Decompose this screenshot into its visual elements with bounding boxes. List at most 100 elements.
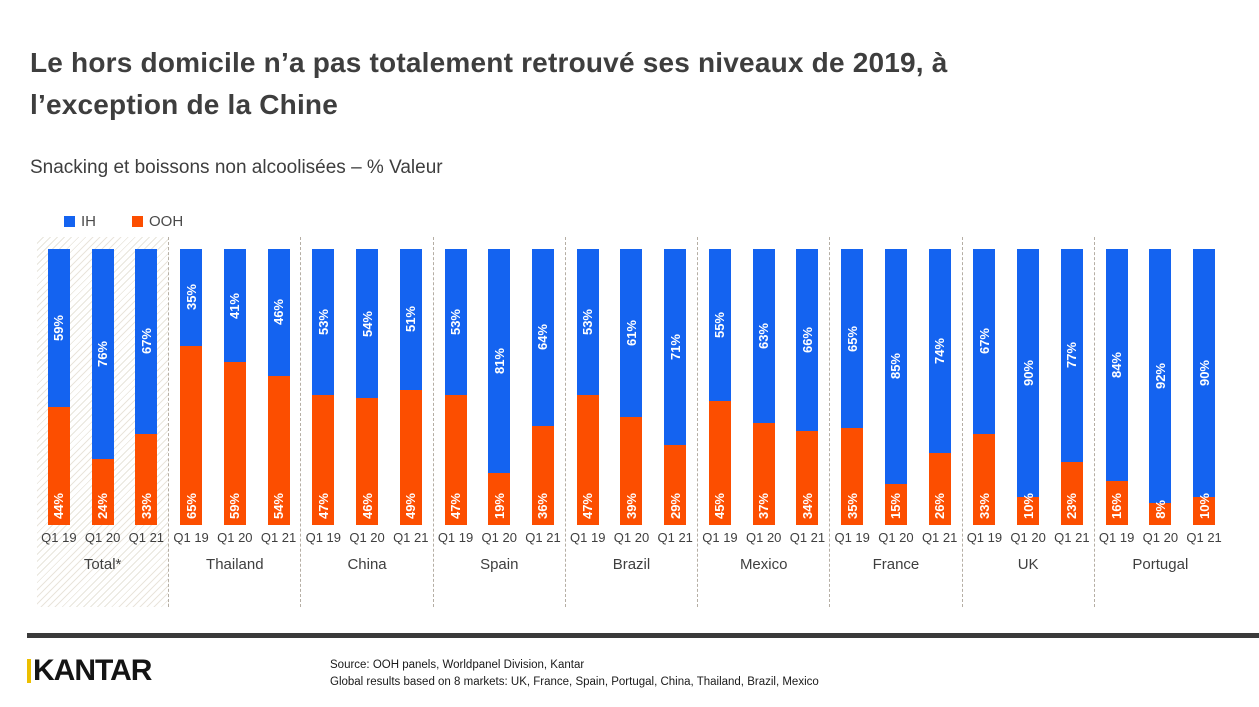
bar-column: 53% 47% Q1 19 xyxy=(301,249,345,545)
bar-segment-ih: 61% xyxy=(620,249,643,418)
bar-segment-ooh: 34% xyxy=(796,431,819,525)
quarter-label: Q1 21 xyxy=(1186,530,1222,545)
chart-legend: IH OOH xyxy=(64,213,183,230)
bar-segment-ih: 92% xyxy=(1149,249,1172,503)
bar-segment-ih: 85% xyxy=(884,249,907,484)
bar-value-label-ooh: 45% xyxy=(712,492,728,519)
bars-row-brazil: 53% 47% Q1 19 61% 39% Q1 20 71% 29% Q1 21 xyxy=(566,249,697,545)
bar-column: 71% 29% Q1 21 xyxy=(653,249,697,545)
bar-segment-ih: 67% xyxy=(973,249,996,434)
bar-value-label-ooh: 19% xyxy=(491,492,507,519)
bar-column: 67% 33% Q1 19 xyxy=(963,249,1007,545)
bar-segment-ooh: 33% xyxy=(135,433,158,525)
bar-segment-ooh: 29% xyxy=(664,444,687,525)
bars-row-total: 59% 44% Q1 19 76% 24% Q1 20 67% 33% Q1 21 xyxy=(37,249,168,545)
bar-value-label-ih: 65% xyxy=(844,325,860,352)
quarter-label: Q1 20 xyxy=(1142,530,1179,545)
bar-column: 74% 26% Q1 21 xyxy=(918,249,962,545)
bar-segment-ooh: 54% xyxy=(267,375,290,525)
bar-segment-ooh: 33% xyxy=(973,433,996,525)
stacked-bar: 65% 35% xyxy=(841,249,864,525)
stacked-bar: 53% 47% xyxy=(444,249,467,525)
bar-column: 67% 33% Q1 21 xyxy=(124,249,168,545)
bar-value-label-ih: 61% xyxy=(623,320,639,347)
bar-value-label-ooh: 26% xyxy=(932,492,948,519)
stacked-bar: 85% 15% xyxy=(884,249,907,525)
quarter-label: Q1 20 xyxy=(84,530,121,545)
bar-segment-ih: 90% xyxy=(1193,249,1216,498)
bar-segment-ooh: 19% xyxy=(488,472,511,525)
bars-row-france: 65% 35% Q1 19 85% 15% Q1 20 74% 26% Q1 21 xyxy=(830,249,961,545)
bar-segment-ih: 67% xyxy=(135,249,158,434)
bar-column: 51% 49% Q1 21 xyxy=(389,249,433,545)
page-title: Le hors domicile n’a pas totalement retr… xyxy=(30,47,948,120)
bar-value-label-ih: 92% xyxy=(1152,362,1168,389)
bar-value-label-ih: 71% xyxy=(667,333,683,360)
stacked-bar: 46% 54% xyxy=(267,249,290,525)
quarter-label: Q1 21 xyxy=(657,530,693,545)
stacked-bar: 55% 45% xyxy=(708,249,731,525)
bars-row-portugal: 84% 16% Q1 19 92% 8% Q1 20 90% 10% Q1 21 xyxy=(1095,249,1226,545)
bar-value-label-ooh: 39% xyxy=(623,492,639,519)
bar-value-label-ih: 85% xyxy=(888,353,904,380)
quarter-label: Q1 20 xyxy=(613,530,650,545)
stacked-bar: 64% 36% xyxy=(531,249,554,525)
bar-value-label-ooh: 33% xyxy=(976,492,992,519)
stacked-bar-chart: 59% 44% Q1 19 76% 24% Q1 20 67% 33% Q1 21 Total* 3… xyxy=(37,237,1226,607)
quarter-label: Q1 21 xyxy=(260,530,297,545)
bar-group-portugal: 84% 16% Q1 19 92% 8% Q1 20 90% 10% Q1 21 Portugal xyxy=(1095,237,1226,607)
legend-label-ooh: OOH xyxy=(149,213,184,230)
bar-group-total: 59% 44% Q1 19 76% 24% Q1 20 67% 33% Q1 21 Total* xyxy=(37,237,170,607)
country-label-brazil: Brazil xyxy=(612,556,651,573)
bar-segment-ih: 77% xyxy=(1060,249,1083,462)
bar-value-label-ooh: 46% xyxy=(359,492,375,519)
legend-square-ooh-icon xyxy=(132,216,143,227)
bar-segment-ih: 55% xyxy=(708,249,731,401)
quarter-label: Q1 19 xyxy=(966,530,1003,545)
bar-value-label-ooh: 10% xyxy=(1020,492,1036,519)
bar-value-label-ih: 84% xyxy=(1109,351,1125,378)
bar-value-label-ooh: 47% xyxy=(448,492,464,519)
stacked-bar: 71% 29% xyxy=(664,249,687,525)
bar-segment-ooh: 65% xyxy=(180,345,203,525)
bar-value-label-ih: 35% xyxy=(183,284,199,311)
quarter-label: Q1 20 xyxy=(349,530,385,545)
bar-segment-ih: 51% xyxy=(399,249,422,390)
bar-segment-ooh: 47% xyxy=(576,395,599,525)
bar-segment-ooh: 49% xyxy=(399,389,422,525)
bars-row-thailand: 35% 65% Q1 19 41% 59% Q1 20 46% 54% Q1 21 xyxy=(169,249,300,545)
bar-value-label-ih: 76% xyxy=(95,340,111,367)
bar-segment-ooh: 10% xyxy=(1017,493,1040,525)
bar-column: 41% 59% Q1 20 xyxy=(213,249,257,545)
quarter-label: Q1 19 xyxy=(41,530,77,545)
bar-segment-ih: 63% xyxy=(752,249,775,423)
stacked-bar: 51% 49% xyxy=(399,249,422,525)
bar-column: 55% 45% Q1 19 xyxy=(698,249,742,545)
bar-value-label-ooh: 15% xyxy=(888,492,904,519)
quarter-label: Q1 19 xyxy=(1098,530,1135,545)
source-line-1: Source: OOH panels, Worldpanel Division,… xyxy=(330,659,585,671)
stacked-bar: 67% 33% xyxy=(135,249,158,525)
bar-value-label-ih: 81% xyxy=(491,347,507,374)
bar-segment-ih: 54% xyxy=(356,249,379,399)
quarter-label: Q1 19 xyxy=(570,530,606,545)
bar-value-label-ooh: 24% xyxy=(95,492,111,519)
bar-segment-ooh: 39% xyxy=(620,417,643,525)
bar-segment-ih: 41% xyxy=(223,249,246,363)
bar-column: 54% 46% Q1 20 xyxy=(345,249,389,545)
country-label-portugal: Portugal xyxy=(1132,556,1189,573)
stacked-bar: 35% 65% xyxy=(180,249,203,525)
stacked-bar: 53% 47% xyxy=(576,249,599,525)
bar-segment-ooh: 47% xyxy=(312,395,335,525)
bar-segment-ih: 53% xyxy=(576,249,599,396)
stacked-bar: 66% 34% xyxy=(796,249,819,525)
quarter-label: Q1 20 xyxy=(481,530,517,545)
bar-segment-ooh: 8% xyxy=(1149,500,1172,525)
bar-column: 53% 47% Q1 19 xyxy=(566,249,610,545)
bar-segment-ooh: 16% xyxy=(1105,480,1128,525)
bar-value-label-ooh: 33% xyxy=(138,492,154,519)
bar-value-label-ooh: 54% xyxy=(271,492,287,519)
bar-value-label-ih: 64% xyxy=(535,324,551,351)
bar-column: 66% 34% Q1 21 xyxy=(786,249,830,545)
quarter-label: Q1 21 xyxy=(1054,530,1090,545)
